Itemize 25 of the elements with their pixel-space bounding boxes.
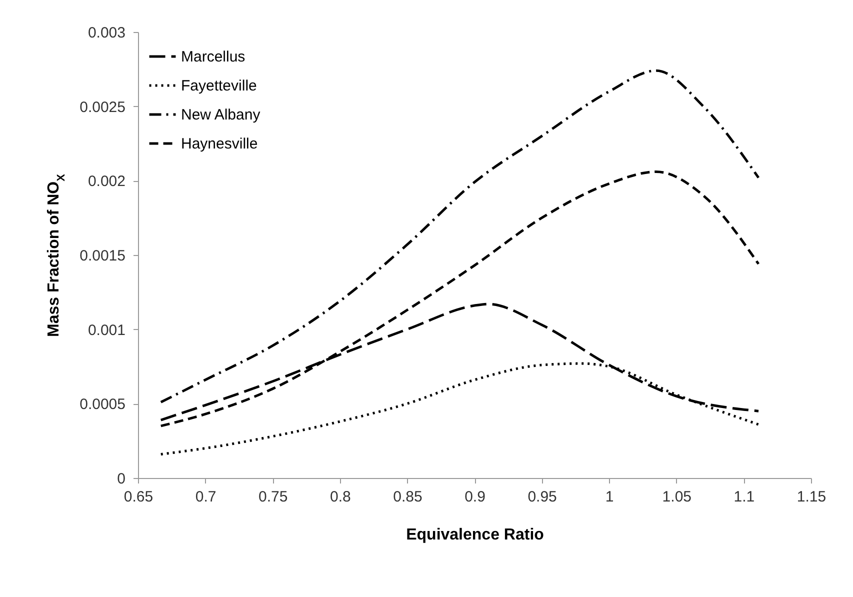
x-tick-label: 0.65 bbox=[124, 488, 154, 506]
x-tick-label: 0.7 bbox=[195, 488, 216, 506]
y-tick-label: 0 bbox=[117, 470, 126, 488]
x-tick-label: 0.75 bbox=[258, 488, 288, 506]
legend-label: Marcellus bbox=[181, 48, 246, 66]
x-tick-label: 1.05 bbox=[662, 488, 692, 506]
x-tick-label: 1 bbox=[605, 488, 614, 506]
x-tick-label: 1.1 bbox=[734, 488, 755, 506]
x-tick-label: 0.85 bbox=[393, 488, 422, 506]
legend-label: Fayetteville bbox=[181, 78, 257, 94]
y-tick-label: 0.0015 bbox=[80, 248, 126, 264]
legend-label: New Albany bbox=[181, 106, 261, 124]
y-tick-label: 0.0025 bbox=[80, 98, 126, 116]
x-axis-title: Equivalence Ratio bbox=[406, 526, 544, 544]
line-series bbox=[160, 170, 760, 428]
x-tick-label: 0.8 bbox=[330, 488, 351, 506]
legend-label: Haynesville bbox=[181, 136, 258, 152]
y-tick-label: 0.002 bbox=[88, 173, 126, 190]
x-tick-label: 0.95 bbox=[528, 488, 557, 506]
x-tick-label: 1.15 bbox=[796, 488, 826, 506]
y-tick-label: 0.0005 bbox=[80, 396, 126, 414]
y-tick-label: 0.001 bbox=[88, 322, 126, 339]
x-tick-label: 0.9 bbox=[464, 488, 486, 506]
y-tick-label: 0.003 bbox=[88, 24, 126, 42]
line-series bbox=[160, 69, 760, 404]
